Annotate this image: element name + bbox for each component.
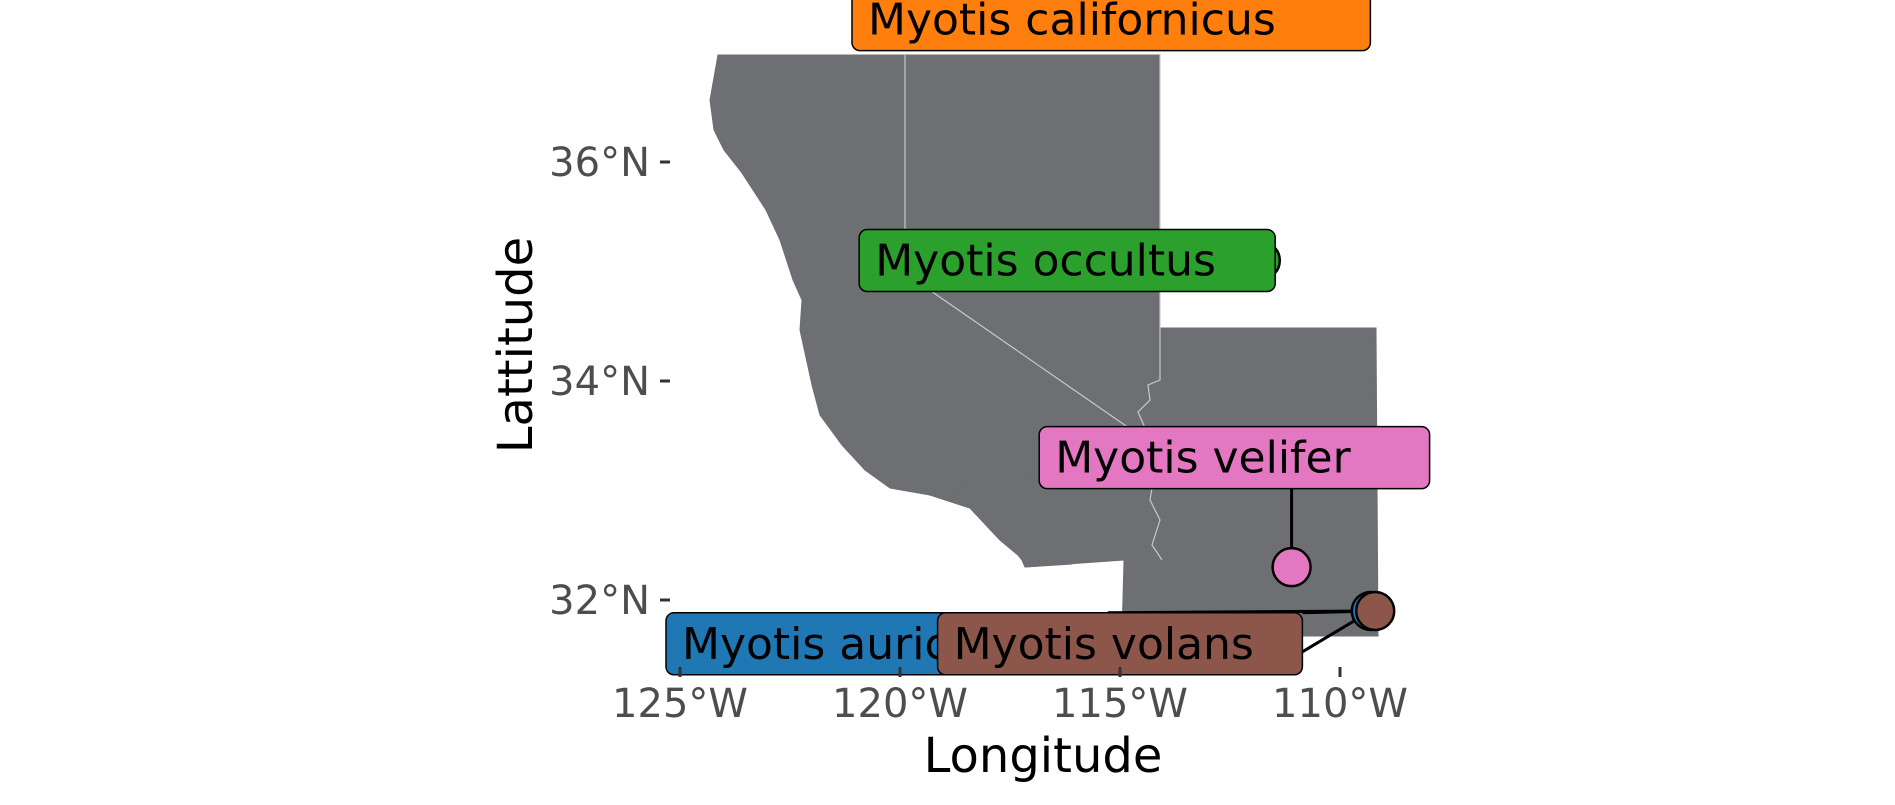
y-tick-label: 36°N: [549, 140, 650, 186]
x-axis-title: Longitude: [924, 728, 1163, 784]
y-axis-title: Lattitude: [488, 237, 544, 453]
occurrence-point[interactable]: [1271, 546, 1312, 588]
species-label[interactable]: Myotis californicus: [851, 0, 1372, 52]
occurrence-point[interactable]: [1354, 590, 1396, 632]
species-label-text: Myotis volans: [954, 619, 1254, 670]
species-label[interactable]: Myotis occultus: [858, 228, 1276, 293]
y-tick-label: 34°N: [549, 359, 650, 405]
species-labels: Myotis lucifugusMyotis yumanensisMyotis …: [665, 0, 1431, 676]
species-label[interactable]: Myotis volans: [936, 612, 1304, 676]
species-label-box: [851, 0, 1372, 52]
x-tick-label: 115°W: [1052, 681, 1188, 727]
species-label-box: [858, 228, 1276, 293]
x-tick-label: 120°W: [832, 681, 968, 727]
y-axis-ticks: 32°N34°N36°N38°N40°N42°N: [549, 140, 670, 624]
axes: Longitude Lattitude 125°W 120°W 115°W 110°W…: [488, 140, 1408, 784]
species-label[interactable]: Myotis velifer: [1038, 425, 1431, 490]
species-label-text: Myotis californicus: [868, 0, 1276, 46]
species-label-box: [1038, 425, 1431, 490]
species-label-text: Myotis occultus: [875, 236, 1216, 287]
y-tick-label: 32°N: [549, 578, 650, 624]
x-tick-label: 125°W: [612, 681, 748, 727]
x-tick-label: 110°W: [1272, 681, 1408, 727]
species-label-text: Myotis velifer: [1055, 433, 1351, 484]
x-axis-ticks: 125°W 120°W 115°W 110°W: [612, 667, 1408, 727]
